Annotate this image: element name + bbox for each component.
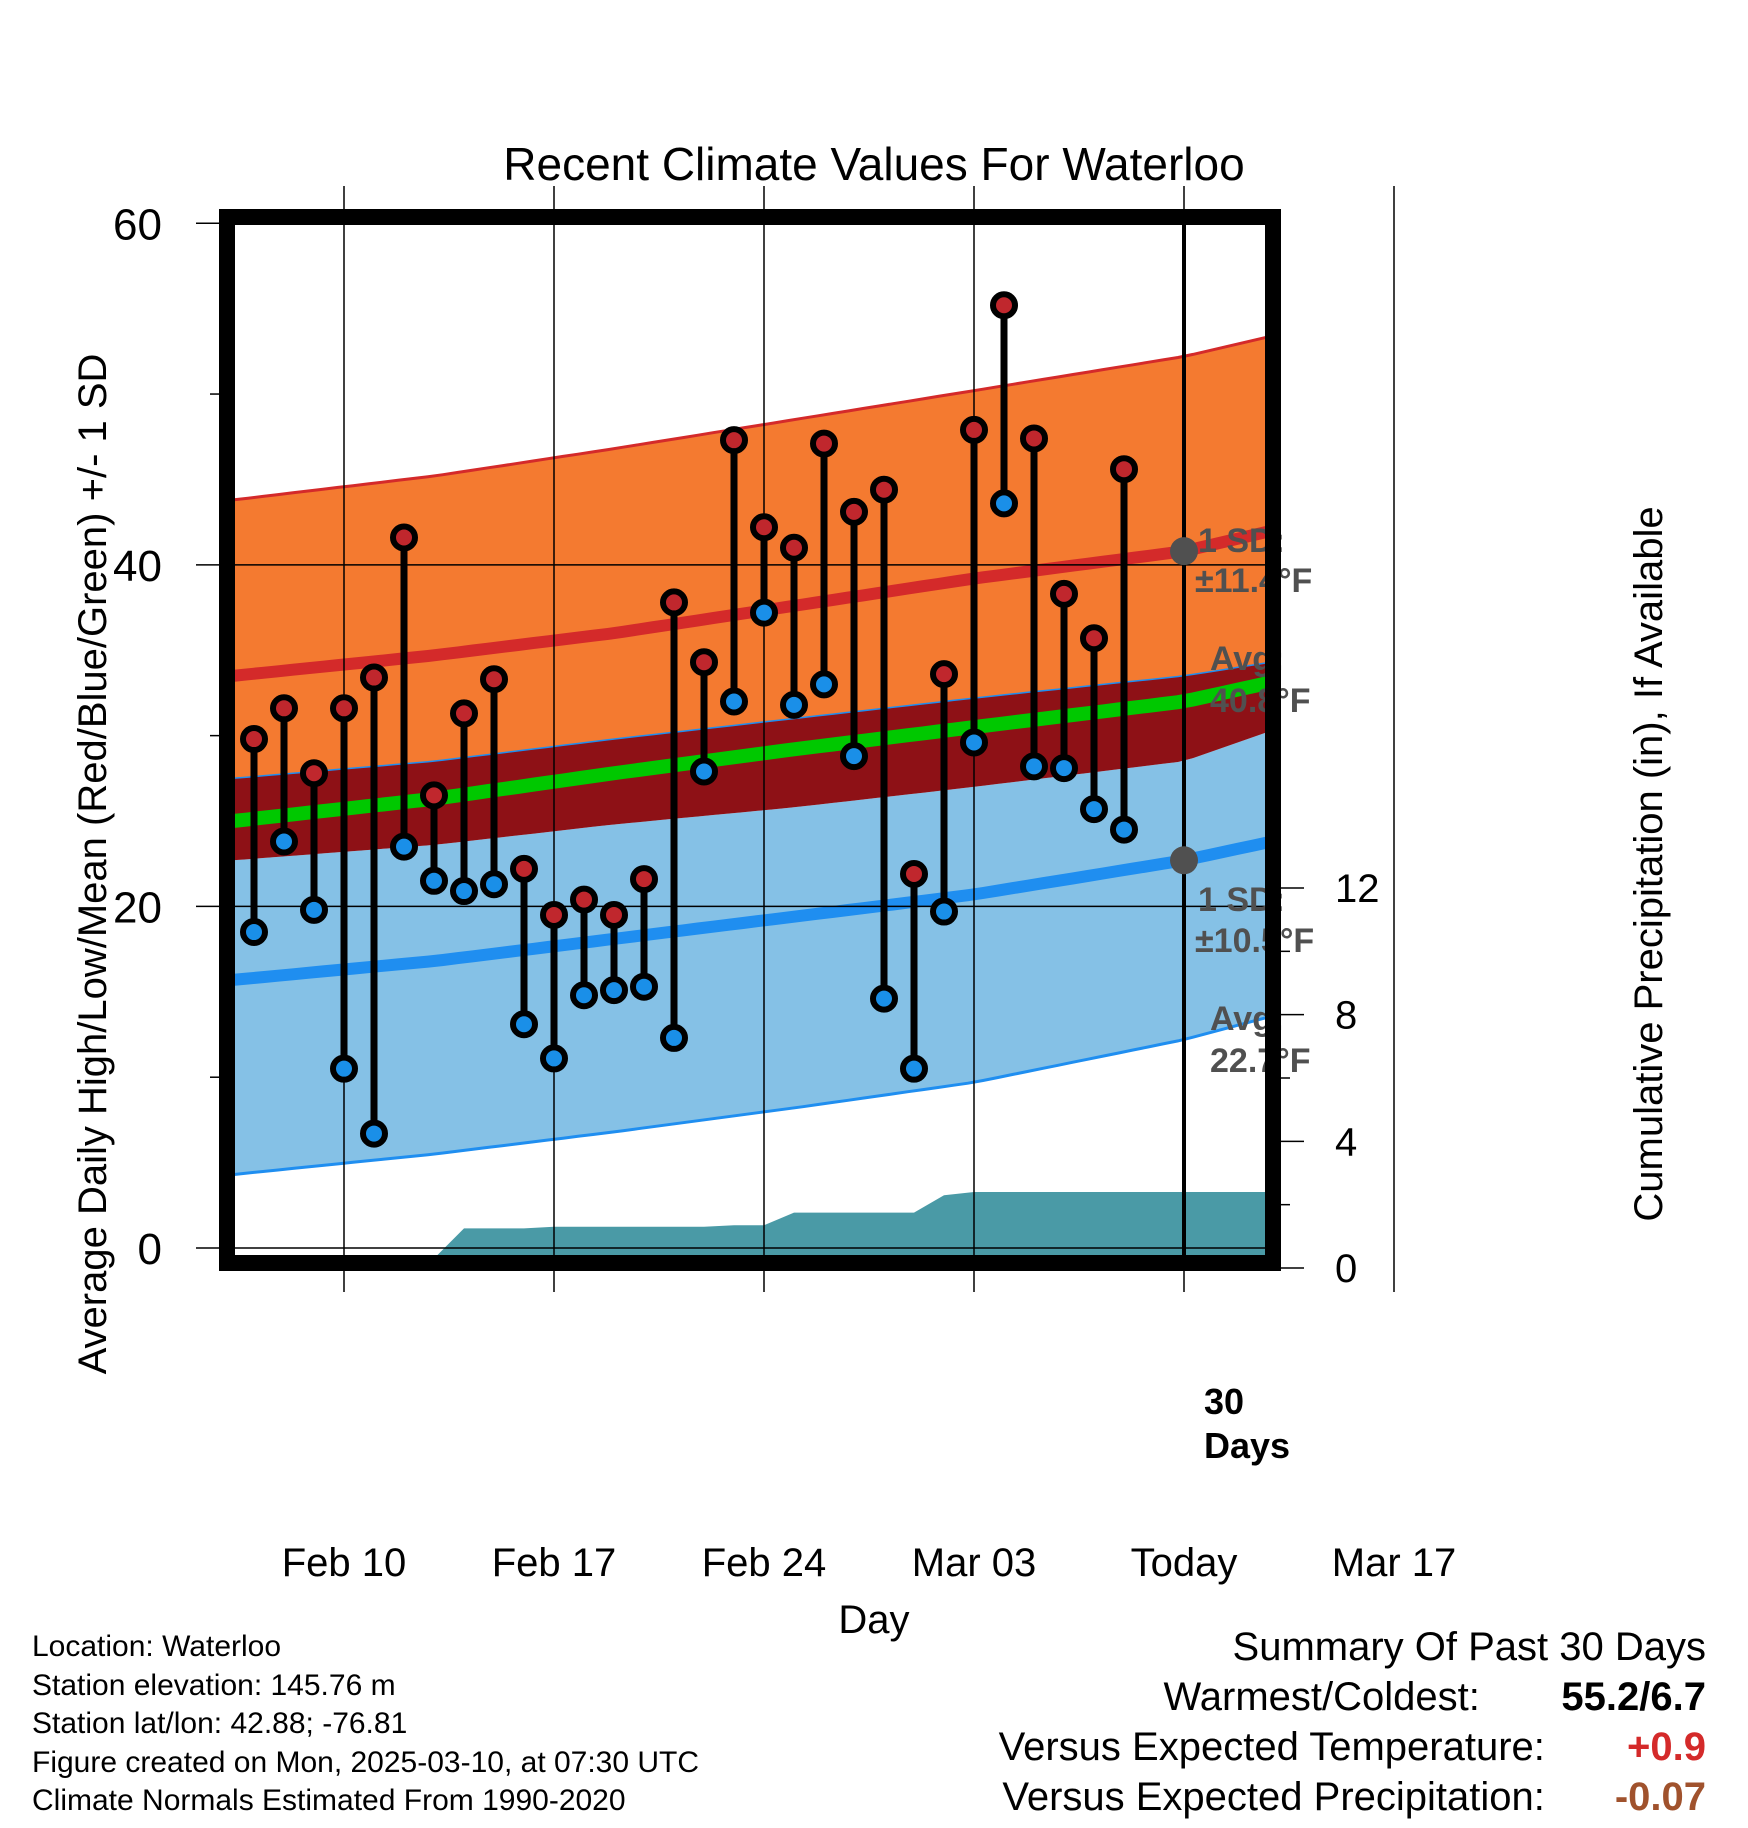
low-point <box>1080 795 1108 824</box>
low-point <box>960 728 988 757</box>
high-point <box>1020 424 1048 453</box>
y-tick-label: 40 <box>113 542 162 591</box>
high-point <box>990 291 1018 320</box>
high-avg-value: 40.8°F <box>1210 682 1311 720</box>
created-text: Figure created on Mon, 2025-03-10, at 07… <box>32 1745 700 1779</box>
high-point <box>300 759 328 788</box>
low-point <box>480 870 508 899</box>
mean-upper-line <box>232 660 1274 780</box>
high-point <box>390 523 418 552</box>
low-point <box>720 687 748 716</box>
high-point <box>870 475 898 504</box>
y-tick-label: 60 <box>113 200 162 249</box>
low-point <box>690 757 718 786</box>
low-avg-line <box>232 835 1274 986</box>
high-point <box>270 694 298 723</box>
high-point <box>1080 624 1108 653</box>
window-label-number: 30 <box>1204 1381 1244 1422</box>
y2-axis-label: Cumulative Precipitation (in), If Availa… <box>1627 506 1671 1221</box>
low-avg-marker <box>1170 846 1198 875</box>
high-point <box>480 665 508 694</box>
high-avg-marker <box>1170 537 1198 566</box>
low-point <box>1050 754 1078 783</box>
y-tick-label: 20 <box>113 883 162 932</box>
x-tick-label: Feb 10 <box>282 1541 407 1585</box>
y-axis-label: Average Daily High/Low/Mean (Red/Blue/Gr… <box>71 354 115 1375</box>
high-point <box>930 660 958 689</box>
high-point <box>510 854 538 883</box>
low-point <box>660 1023 688 1052</box>
low-point <box>930 897 958 926</box>
high-point <box>780 533 808 562</box>
high-point <box>330 694 358 723</box>
low-point <box>600 976 628 1005</box>
high-point <box>660 588 688 617</box>
low-point <box>450 877 478 906</box>
x-axis-label: Day <box>838 1598 909 1642</box>
y2-tick-label: 0 <box>1335 1247 1357 1291</box>
x-tick-label: Feb 24 <box>702 1541 827 1585</box>
high-point <box>600 900 628 929</box>
y2-tick-label: 8 <box>1335 994 1357 1038</box>
x-tick-label: Mar 03 <box>912 1541 1037 1585</box>
low-point <box>840 742 868 771</box>
latlon-text: Station lat/lon: 42.88; -76.81 <box>32 1707 408 1740</box>
station-metadata: Location: Waterloo Station elevation: 14… <box>32 1628 699 1821</box>
low-point <box>750 598 778 627</box>
low-point <box>240 918 268 947</box>
high-point <box>1110 455 1138 484</box>
low-point <box>810 670 838 699</box>
chart-title: Recent Climate Values For Waterloo <box>503 138 1244 190</box>
high-point <box>540 900 568 929</box>
low-point <box>1110 815 1138 844</box>
low-point <box>510 1010 538 1039</box>
high-point <box>750 513 778 542</box>
high-point <box>720 426 748 455</box>
elevation-text: Station elevation: 145.76 m <box>32 1668 396 1702</box>
low-point <box>630 972 658 1001</box>
low-point <box>870 984 898 1013</box>
high-point <box>900 859 928 888</box>
high-point <box>630 865 658 894</box>
high-point <box>570 885 598 914</box>
low-point <box>900 1054 928 1083</box>
y2-tick-label: 12 <box>1335 867 1380 911</box>
plot-frame <box>219 209 1281 1271</box>
low-point <box>990 489 1018 518</box>
high-point <box>1050 579 1078 608</box>
low-point <box>540 1044 568 1073</box>
high-point <box>360 663 388 692</box>
high-point <box>450 699 478 728</box>
low-sd-value: ±10.5°F <box>1195 922 1314 960</box>
high-point <box>960 415 988 444</box>
low-point <box>360 1119 388 1148</box>
low-point <box>1020 752 1048 781</box>
low-lower-line <box>232 1014 1274 1177</box>
low-avg-value: 22.7°F <box>1210 1042 1311 1080</box>
high-sd-value: ±11.4°F <box>1195 562 1312 600</box>
low-point <box>420 866 448 895</box>
low-point <box>300 895 328 924</box>
y-tick-label: 0 <box>138 1225 162 1274</box>
low-point <box>390 832 418 861</box>
high-avg-line <box>232 524 1274 682</box>
low-point <box>570 981 598 1010</box>
low-point <box>780 690 808 719</box>
high-point <box>240 725 268 754</box>
normals-text: Climate Normals Estimated From 1990-2020 <box>32 1784 626 1817</box>
x-tick-label: Mar 17 <box>1332 1541 1457 1585</box>
x-tick-label: Today <box>1131 1541 1238 1585</box>
y2-tick-label: 4 <box>1335 1120 1357 1164</box>
high-point <box>420 781 448 810</box>
high-point <box>840 497 868 526</box>
window-label-days: Days <box>1204 1425 1290 1466</box>
x-tick-label: Feb 17 <box>492 1541 617 1585</box>
low-point <box>330 1054 358 1083</box>
high-point <box>690 648 718 677</box>
high-point <box>810 429 838 458</box>
high-upper-line <box>232 333 1274 502</box>
location-text: Location: Waterloo <box>32 1630 282 1663</box>
low-point <box>270 827 298 856</box>
